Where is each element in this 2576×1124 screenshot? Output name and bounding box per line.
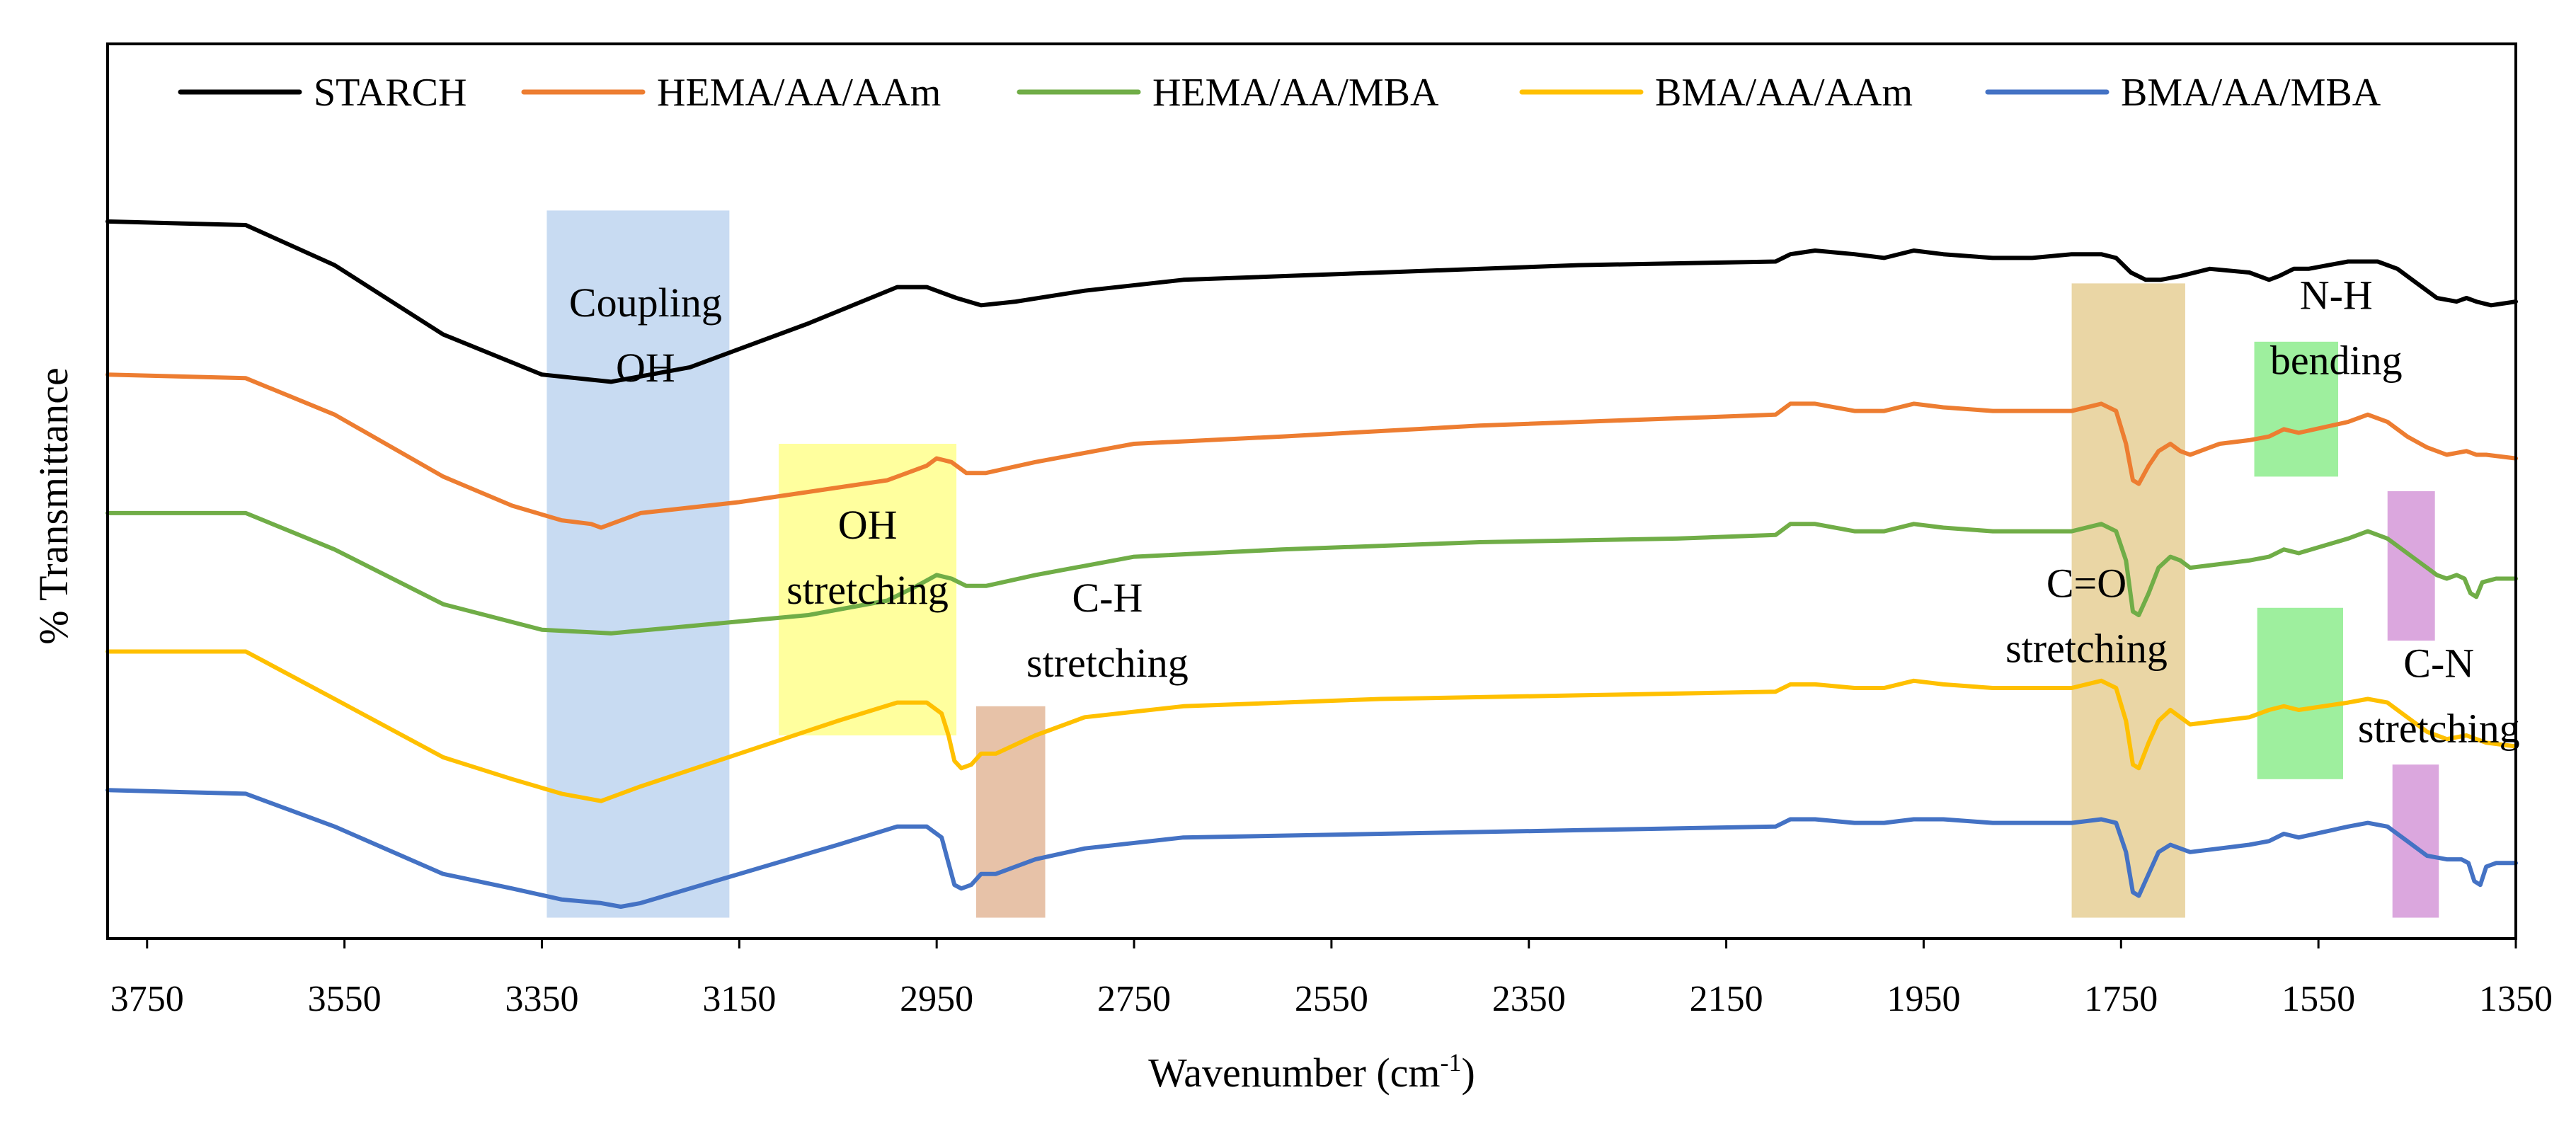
plot-frame: [106, 42, 2517, 940]
x-tick-label-2150: 2150: [1690, 979, 1763, 1019]
x-tick-label-3150: 3150: [702, 979, 776, 1019]
annotation-nh-bending-1-line-2: bending: [2270, 337, 2403, 383]
annotation-nh-bending-1-line-1: N-H: [2300, 272, 2373, 318]
x-tick-label-3350: 3350: [505, 979, 578, 1019]
legend-label-5: BMA/AA/MBA: [2121, 71, 2381, 115]
legend-label-3: HEMA/AA/MBA: [1152, 71, 1439, 115]
x-tick-label-2950: 2950: [900, 979, 973, 1019]
annotation-coupling-oh-line-2: OH: [616, 345, 675, 391]
x-tick-label-2750: 2750: [1097, 979, 1171, 1019]
series-line-starch: [105, 219, 2518, 384]
x-tick-label-3750: 3750: [110, 979, 184, 1019]
region-coupling-oh: [546, 210, 730, 918]
legend-label-2: HEMA/AA/AAm: [657, 71, 941, 115]
x-tick-label-1350: 1350: [2479, 979, 2553, 1019]
series-line-bma-aa-aam: [105, 649, 2518, 803]
x-tick-label-3550: 3550: [308, 979, 382, 1019]
x-axis-title: Wavenumber (cm-1): [1148, 1048, 1475, 1096]
annotation-co-stretching-line-1: C=O: [2047, 560, 2126, 606]
x-tick-label-2550: 2550: [1295, 979, 1368, 1019]
annotation-cn-stretching-1-line-1: C-N: [2403, 641, 2474, 687]
annotation-ch-stretching-line-1: C-H: [1072, 575, 1143, 621]
x-tick-label-2350: 2350: [1492, 979, 1566, 1019]
region-cn-stretching-2: [2392, 764, 2439, 918]
annotation-cn-stretching-1-line-2: stretching: [2358, 706, 2520, 752]
region-nh-bending-2: [2257, 607, 2344, 779]
spectra-lines: [105, 219, 2518, 909]
series-line-hema-aa-aam: [105, 372, 2518, 530]
legend: STARCH HEMA/AA/AAm HEMA/AA/MBA BMA/AA/AAm BM…: [178, 71, 2381, 115]
annotation-ch-stretching-line-2: stretching: [1026, 640, 1189, 686]
series-line-bma-aa-mba: [105, 788, 2518, 909]
annotation-oh-stretching-line-1: OH: [838, 502, 898, 548]
region-ch-stretching: [975, 706, 1046, 918]
legend-label-4: BMA/AA/AAm: [1655, 71, 1913, 115]
region-co-stretching: [2071, 283, 2185, 918]
annotation-labels: Coupling OH OH stretching C-H stretching C=O st…: [569, 272, 2520, 751]
series-line-hema-aa-mba: [105, 510, 2518, 636]
x-tick-label-1950: 1950: [1887, 979, 1960, 1019]
annotation-oh-stretching-line-2: stretching: [786, 567, 949, 613]
annotation-co-stretching-line-2: stretching: [2005, 625, 2168, 671]
legend-label-1: STARCH: [314, 71, 466, 115]
region-nh-bending-1: [2254, 341, 2339, 477]
x-tick-label-1750: 1750: [2084, 979, 2158, 1019]
annotation-regions: [546, 210, 2439, 918]
x-tick-label-1550: 1550: [2282, 979, 2355, 1019]
annotation-coupling-oh-line-1: Coupling: [569, 280, 722, 326]
y-axis-title: % Transmittance: [30, 367, 76, 644]
x-axis-ticks: 3750 3550 3350 3150 2950 2750 2550 2350 2150 1950…: [110, 939, 2553, 1019]
